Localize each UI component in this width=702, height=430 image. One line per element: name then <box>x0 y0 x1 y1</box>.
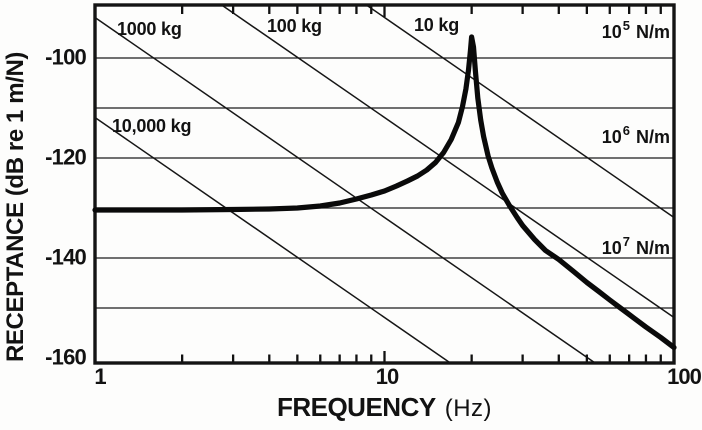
receptance-curve <box>92 34 677 351</box>
x-tick-label: 1 <box>94 364 106 389</box>
stiffness-line-label: 107 N/m <box>601 234 670 259</box>
mass-line <box>365 4 675 219</box>
mass-line-label: 100 kg <box>267 16 322 36</box>
stiffness-base: 10 <box>601 127 622 147</box>
stiffness-exponent: 5 <box>622 18 630 33</box>
plot-frame <box>93 3 676 365</box>
stiffness-line-label: 105 N/m <box>601 18 670 43</box>
mass-line-label: 10 kg <box>414 15 460 35</box>
y-tick-label: -100 <box>45 44 87 70</box>
stiffness-exponent: 7 <box>622 234 630 249</box>
stiffness-exponent: 6 <box>622 123 630 138</box>
mass-line-label: 10,000 kg <box>112 116 192 136</box>
stiffness-unit: N/m <box>635 238 670 258</box>
y-axis-title: RECEPTANCE (dB re 1 m/N) <box>2 52 29 362</box>
stiffness-line-label: 106 N/m <box>601 123 670 148</box>
x-tick-label: 100 <box>667 364 702 389</box>
mass-line-label: 1000 kg <box>117 19 182 39</box>
y-tick-label: -160 <box>45 344 87 370</box>
stiffness-base: 10 <box>601 238 622 258</box>
x-axis-title-unit: (Hz) <box>444 395 493 422</box>
x-axis-title: FREQUENCY (Hz) <box>95 392 674 423</box>
mass-line <box>221 4 675 319</box>
stiffness-unit: N/m <box>635 22 670 42</box>
y-tick-label: -140 <box>45 244 87 270</box>
stiffness-unit: N/m <box>635 127 670 147</box>
mass-line <box>94 116 451 364</box>
y-tick-label: -120 <box>45 144 87 170</box>
stiffness-base: 10 <box>601 22 622 42</box>
x-tick-label: 10 <box>375 364 400 389</box>
x-axis-title-main: FREQUENCY <box>276 392 436 422</box>
mass-line <box>94 16 596 364</box>
